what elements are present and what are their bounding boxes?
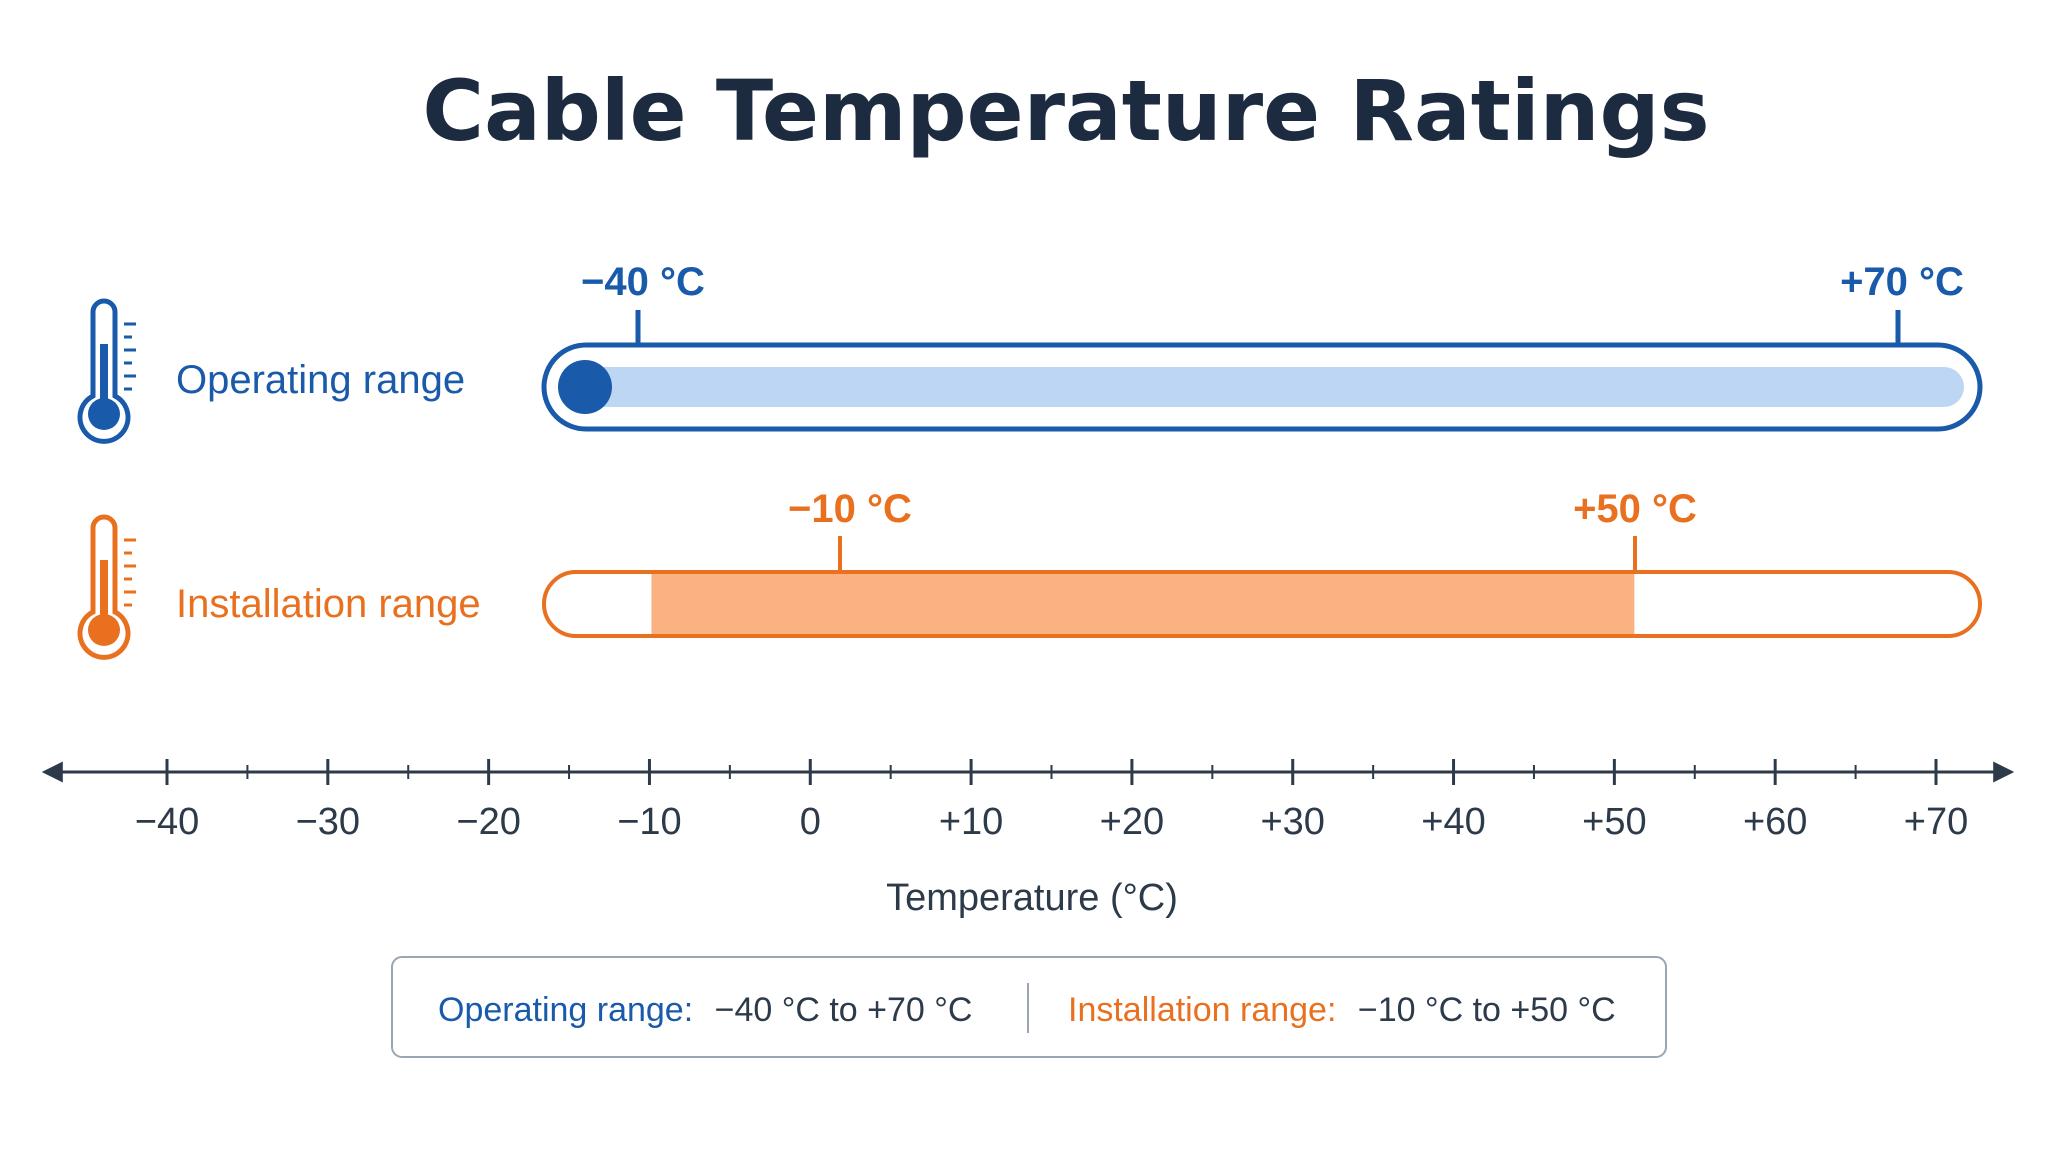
legend-item-installation: Installation range: −10 °C to +50 °C: [1068, 991, 1616, 1029]
thermometer-column: [100, 560, 108, 630]
x-axis-tick-label: +30: [1260, 801, 1324, 843]
x-axis-tick-label: −20: [456, 801, 520, 843]
installation-range-bar-fill: [651, 574, 1635, 634]
x-axis-tick-label: −40: [135, 801, 199, 843]
x-axis-title: Temperature (°C): [886, 877, 1178, 919]
chart-title: Cable Temperature Ratings: [422, 62, 1709, 160]
operating-range-label: Operating range: [176, 358, 465, 402]
installation-range-row: Installation range −10 °C +50 °C: [77, 487, 1982, 660]
x-axis-tick-label: 0: [800, 801, 821, 843]
thermometer-icon: [77, 298, 136, 444]
thermometer-bulb: [88, 398, 120, 430]
x-axis-tick-label: +70: [1904, 801, 1968, 843]
operating-range-bar-fill: [560, 367, 1964, 407]
x-axis-tick-label: +60: [1743, 801, 1807, 843]
thermometer-bulb: [88, 614, 120, 646]
legend-operating-value: −40 °C to +70 °C: [715, 991, 973, 1029]
installation-range-max-label: +50 °C: [1573, 487, 1697, 531]
operating-range-max-label: +70 °C: [1840, 260, 1964, 304]
x-axis-tick-label: −30: [296, 801, 360, 843]
legend-box: Operating range: −40 °C to +70 °C Instal…: [391, 956, 1667, 1058]
operating-range-min-label: −40 °C: [581, 260, 705, 304]
x-axis-tick-label: +40: [1421, 801, 1485, 843]
legend-operating-name: Operating range:: [438, 991, 693, 1029]
x-axis-tick-label: +20: [1100, 801, 1164, 843]
installation-range-label: Installation range: [176, 582, 481, 626]
thermometer-icon: [77, 514, 136, 660]
operating-range-start-marker: [558, 360, 612, 414]
thermometer-column: [100, 344, 108, 414]
installation-range-min-label: −10 °C: [788, 487, 912, 531]
x-axis-tick-label: −10: [617, 801, 681, 843]
x-axis: −40 −30 −20 −10 0 +10 +20 +30 +40 +50 +60 +70 Tempe…: [41, 759, 2015, 919]
legend-item-operating: Operating range: −40 °C to +70 °C: [438, 991, 972, 1029]
x-axis-tick-label: +50: [1582, 801, 1646, 843]
operating-range-row: Operating range −40 °C +70 °C: [77, 260, 1983, 444]
legend-installation-name: Installation range:: [1068, 991, 1336, 1029]
legend-installation-value: −10 °C to +50 °C: [1358, 991, 1616, 1029]
x-axis-tick-label: +10: [939, 801, 1003, 843]
